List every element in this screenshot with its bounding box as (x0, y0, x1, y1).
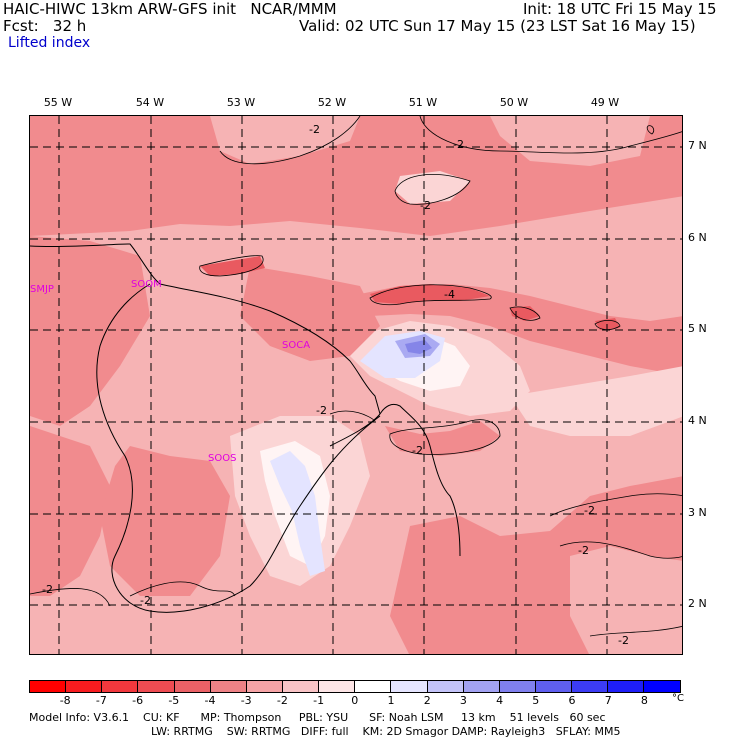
model-info-line-1: Model Info: V3.6.1 CU: KF MP: Thompson P… (29, 711, 606, 724)
lon-label-50w: 50 W (499, 96, 529, 109)
colorbar-tick-label: -6 (132, 694, 144, 707)
shade-blue-strong (405, 340, 432, 354)
shade-contour-4-patch-east (510, 306, 540, 321)
contour-label: -2 (309, 123, 320, 136)
lon-label-55w: 55 W (43, 96, 73, 109)
model-title: HAIC-HIWC 13km ARW-GFS init NCAR/MMM (3, 0, 337, 18)
forecast-hour: Fcst: 32 h (3, 17, 87, 35)
colorbar (29, 680, 681, 693)
shade-south-east-light-2 (570, 546, 682, 654)
shade-west-mid-2 (30, 426, 110, 596)
contour-label: -2 (420, 199, 431, 212)
lat-label-6n: 6 N (688, 231, 707, 244)
suriname-brazil-border (96, 283, 381, 613)
colorbar-tick-label: -5 (168, 694, 180, 707)
contour-label: -2 (316, 404, 327, 417)
colorbar-swatch (607, 681, 644, 692)
map-canvas (30, 116, 682, 654)
station-soom: SOOM (131, 279, 162, 290)
colorbar-tick-label: -1 (313, 694, 325, 707)
contour-label: -2 (42, 583, 53, 596)
suriname-fg-border (30, 243, 381, 415)
shade-south-east-light (510, 366, 682, 436)
station-soos: SOOS (208, 453, 237, 464)
shade-west-mid (30, 236, 150, 426)
contour-label: -2 (584, 504, 595, 517)
colorbar-swatch (173, 681, 210, 692)
colorbar-tick-label: 8 (640, 694, 648, 707)
colorbar-swatch (209, 681, 246, 692)
field-name: Lifted index (8, 35, 91, 51)
shade-coast-mid (385, 421, 500, 456)
contour-label: -4 (444, 288, 455, 301)
colorbar-tick-label: -3 (240, 694, 252, 707)
colorbar-swatch (462, 681, 499, 692)
station-soca: SOCA (282, 340, 311, 351)
graticule (30, 116, 682, 654)
colorbar-swatch (281, 681, 319, 692)
colorbar-swatch (65, 681, 102, 692)
shade-central-mid (240, 266, 380, 361)
colorbar-tick-label: 5 (532, 694, 540, 707)
lifted-index-map (29, 115, 683, 655)
fg-brazil-border (329, 413, 381, 447)
contour-label: -2 (412, 444, 423, 457)
lon-label-49w: 49 W (590, 96, 620, 109)
shade-contour-4-patch (370, 284, 490, 304)
lat-label-3n: 3 N (688, 506, 707, 519)
contour-label: -2 (618, 634, 629, 647)
colorbar-swatch (426, 681, 463, 692)
colorbar-tick-label: 1 (387, 694, 395, 707)
lon-label-53w: 53 W (226, 96, 256, 109)
colorbar-tick-label: 0 (351, 694, 359, 707)
colorbar-swatch (318, 681, 355, 692)
colorbar-swatch (354, 681, 391, 692)
colorbar-tick-label: 7 (604, 694, 612, 707)
station-smjp: SMJP (30, 284, 54, 295)
lon-label-52w: 52 W (317, 96, 347, 109)
colorbar-tick-label: -2 (276, 694, 288, 707)
colorbar-tick-label: 6 (568, 694, 576, 707)
colorbar-tick-label: -7 (95, 694, 107, 707)
contour-label: -2 (578, 544, 589, 557)
shade-white-patch-north (395, 171, 470, 204)
colorbar-swatch (643, 681, 680, 692)
model-info-line-2: LW: RRTMG SW: RRTMG DIFF: full KM: 2D Sm… (151, 725, 621, 738)
colorbar-tick-label: -8 (59, 694, 71, 707)
colorbar-swatch (534, 681, 572, 692)
colorbar-tick-label: 2 (423, 694, 431, 707)
init-time: Init: 18 UTC Fri 15 May 15 (523, 0, 717, 18)
valid-time: Valid: 02 UTC Sun 17 May 15 (23 LST Sat … (299, 17, 696, 35)
colorbar-unit: °C (672, 693, 684, 704)
colorbar-swatch (101, 681, 138, 692)
lat-label-2n: 2 N (688, 597, 707, 610)
shade-band-strong (360, 284, 682, 376)
colorbar-swatch (137, 681, 174, 692)
shade-north-light (210, 116, 360, 164)
colorbar-swatch (245, 681, 282, 692)
lon-label-54w: 54 W (135, 96, 165, 109)
colorbar-tick-label: 4 (496, 694, 504, 707)
contours-minus-4 (199, 125, 655, 330)
contour-label: -2 (140, 594, 151, 607)
contours-minus-2 (30, 116, 682, 637)
lon-label-51w: 51 W (408, 96, 438, 109)
colorbar-swatch (30, 681, 66, 692)
contour-label: -2 (453, 138, 464, 151)
colorbar-tick-label: 3 (459, 694, 467, 707)
lat-label-7n: 7 N (688, 139, 707, 152)
coastline (379, 403, 461, 557)
lat-label-5n: 5 N (688, 322, 707, 335)
shade-north-east-light (490, 116, 650, 166)
colorbar-swatch (390, 681, 427, 692)
shade-south-west-mid (100, 446, 230, 596)
colorbar-swatch (571, 681, 608, 692)
lat-label-4n: 4 N (688, 414, 707, 427)
colorbar-swatch (498, 681, 535, 692)
borders (30, 243, 461, 613)
colorbar-tick-label: -4 (204, 694, 216, 707)
